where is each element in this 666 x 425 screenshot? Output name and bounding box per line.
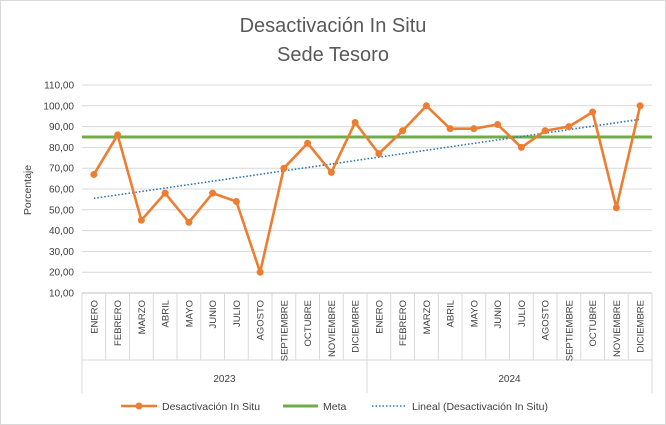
data-point bbox=[304, 139, 312, 147]
data-point bbox=[185, 218, 193, 226]
x-tick-label: ABRIL bbox=[446, 300, 457, 327]
x-tick-label: JUNIO bbox=[208, 300, 219, 329]
data-point bbox=[446, 125, 454, 133]
x-tick-label: JULIO bbox=[517, 300, 528, 327]
chart-title-line-2: Sede Tesoro bbox=[277, 44, 389, 66]
chart-title-line-1: Desactivación In Situ bbox=[240, 15, 427, 37]
data-point bbox=[612, 204, 620, 212]
data-point bbox=[209, 189, 217, 197]
y-tick-label: 110,00 bbox=[44, 81, 74, 92]
data-point bbox=[256, 268, 264, 276]
data-point bbox=[470, 125, 478, 133]
x-tick-label: JULIO bbox=[232, 300, 243, 327]
y-axis-ticks: 10,00 20,00 30,00 40,00 50,00 60,00 70,00 80,00… bbox=[43, 81, 74, 300]
data-point bbox=[636, 102, 644, 110]
x-group-label: 2023 bbox=[213, 374, 236, 385]
data-point bbox=[541, 127, 549, 135]
legend: Desactivación In Situ Meta Lineal (Desacti… bbox=[121, 401, 548, 413]
x-tick-label: NOVIEMBRE bbox=[612, 300, 623, 357]
series-layer bbox=[82, 102, 652, 276]
x-tick-label: MARZO bbox=[422, 300, 433, 334]
x-tick-label: ENERO bbox=[89, 300, 100, 334]
data-point bbox=[161, 189, 169, 197]
x-tick-label: AGOSTO bbox=[256, 300, 267, 340]
data-point bbox=[565, 123, 573, 131]
data-point bbox=[114, 131, 122, 139]
y-tick-label: 50,00 bbox=[49, 205, 74, 216]
y-tick-label: 60,00 bbox=[49, 185, 74, 196]
series-desactivacion-line bbox=[92, 104, 642, 274]
data-point bbox=[494, 121, 502, 129]
x-tick-label: SEPTIEMBRE bbox=[279, 300, 290, 361]
x-tick-label: NOVIEMBRE bbox=[327, 300, 338, 357]
data-point bbox=[422, 102, 430, 110]
data-point bbox=[399, 127, 407, 135]
x-tick-label: MAYO bbox=[184, 300, 195, 327]
y-axis-label: Porcentaje bbox=[22, 165, 34, 215]
y-tick-label: 30,00 bbox=[49, 247, 74, 258]
data-point bbox=[517, 143, 525, 151]
data-point bbox=[589, 108, 597, 116]
data-point bbox=[232, 197, 240, 205]
x-axis: ENERO FEBRERO MARZO ABRIL MAYO JUNIO JULIO AGOS… bbox=[81, 293, 653, 393]
y-tick-label: 10,00 bbox=[49, 289, 74, 300]
legend-label-meta: Meta bbox=[323, 401, 347, 413]
x-tick-label: MAYO bbox=[469, 300, 480, 327]
data-point bbox=[351, 118, 359, 126]
series-trendline bbox=[93, 118, 641, 200]
x-tick-label: FEBRERO bbox=[398, 300, 409, 346]
data-point bbox=[327, 168, 335, 176]
y-tick-label: 20,00 bbox=[49, 268, 74, 279]
legend-marker bbox=[135, 402, 143, 410]
legend-label-trendline: Lineal (Desactivación In Situ) bbox=[412, 401, 548, 413]
y-tick-label: 40,00 bbox=[49, 226, 74, 237]
x-tick-label: SEPTIEMBRE bbox=[564, 300, 575, 361]
data-point bbox=[137, 216, 145, 224]
x-tick-label: ENERO bbox=[374, 300, 385, 334]
x-tick-label: DICIEMBRE bbox=[351, 300, 362, 353]
x-tick-label: OCTUBRE bbox=[303, 300, 314, 346]
x-tick-label: FEBRERO bbox=[113, 300, 124, 346]
x-group-label: 2024 bbox=[498, 374, 521, 385]
data-point bbox=[280, 164, 288, 172]
x-tick-label: AGOSTO bbox=[541, 300, 552, 340]
y-tick-label: 80,00 bbox=[49, 143, 74, 154]
legend-label-desactivacion: Desactivación In Situ bbox=[162, 401, 260, 413]
y-tick-label: 90,00 bbox=[49, 122, 74, 133]
y-tick-label: 70,00 bbox=[49, 164, 74, 175]
x-tick-label: JUNIO bbox=[493, 300, 504, 329]
gridlines bbox=[82, 84, 652, 294]
x-tick-label: ABRIL bbox=[161, 300, 172, 327]
x-tick-label: DICIEMBRE bbox=[636, 300, 647, 353]
x-tick-label: OCTUBRE bbox=[588, 300, 599, 346]
data-point bbox=[375, 150, 383, 158]
x-tick-label: MARZO bbox=[137, 300, 148, 334]
data-point bbox=[90, 170, 98, 178]
y-tick-label: 100,00 bbox=[43, 101, 74, 112]
